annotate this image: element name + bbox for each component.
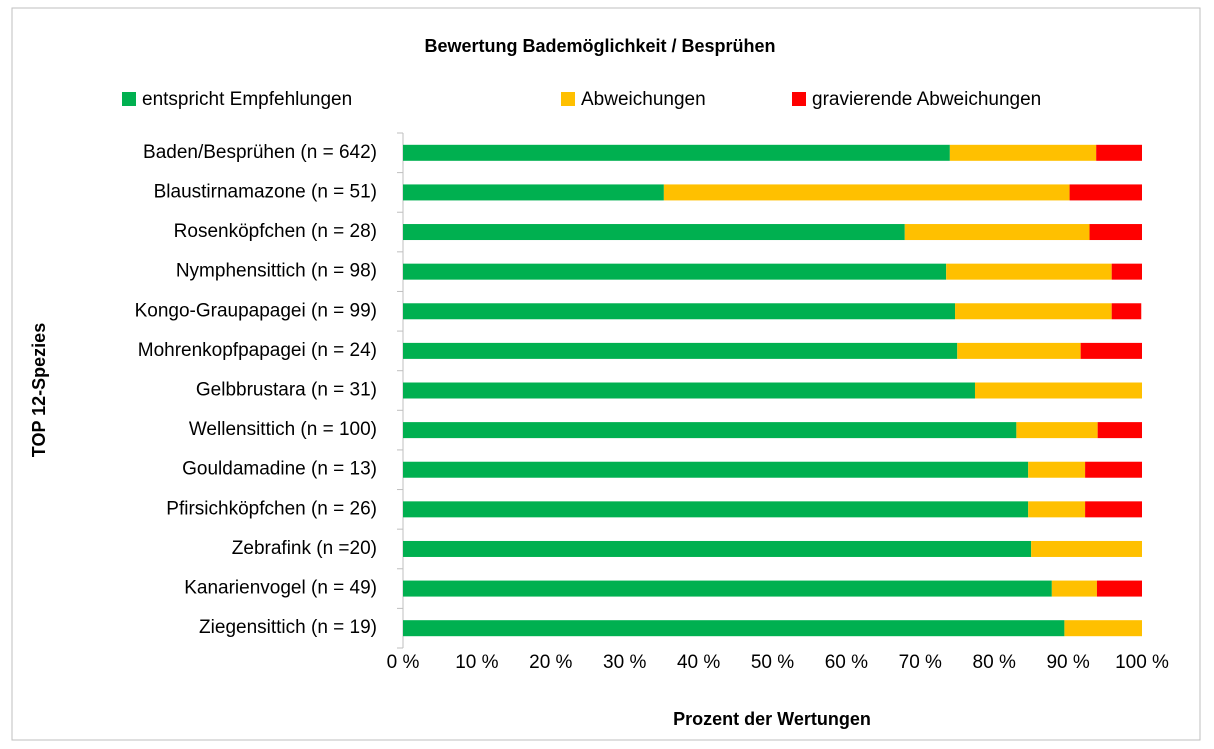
y-tick-label: Kanarienvogel (n = 49) [184, 578, 377, 599]
bar-segment [403, 184, 664, 201]
x-tick-label: 20 % [529, 652, 572, 673]
y-axis-label: TOP 12-Spezies [29, 323, 49, 457]
bar-segment [1069, 184, 1142, 201]
x-tick-label: 80 % [973, 652, 1016, 673]
bar-segment [403, 422, 1017, 439]
bar-segment [1097, 422, 1142, 439]
y-tick-label: Zebrafink (n =20) [232, 538, 377, 559]
bar-segment [1089, 224, 1142, 241]
bar-segment [403, 540, 1032, 557]
bar-segment [403, 342, 958, 359]
y-tick-label: Mohrenkopfpapagei (n = 24) [138, 340, 377, 361]
bar-segment [1051, 580, 1097, 597]
y-tick-label: Gouldamadine (n = 13) [182, 459, 377, 480]
bar-segment [403, 382, 975, 399]
chart-title: Bewertung Bademöglichkeit / Besprühen [424, 36, 775, 56]
bar-segment [403, 620, 1065, 637]
bar-segment [1111, 303, 1142, 320]
legend-label: gravierende Abweichungen [812, 89, 1041, 110]
x-tick-label: 100 % [1115, 652, 1169, 673]
bar-segment [403, 501, 1029, 518]
bar-segment [1016, 422, 1098, 439]
x-tick-label: 30 % [603, 652, 646, 673]
y-tick-label: Rosenköpfchen (n = 28) [174, 221, 377, 242]
bar-segment [955, 303, 1112, 320]
legend-swatch [122, 92, 136, 106]
bar-segment [403, 303, 956, 320]
x-tick-label: 50 % [751, 652, 794, 673]
bar-segment [946, 263, 1112, 280]
bar-segment [663, 184, 1070, 201]
bar-segment [974, 382, 1142, 399]
x-tick-label: 0 % [387, 652, 420, 673]
x-tick-label: 90 % [1046, 652, 1089, 673]
bar-segment [949, 144, 1097, 161]
y-tick-label: Wellensittich (n = 100) [189, 419, 377, 440]
y-tick-label: Nymphensittich (n = 98) [176, 261, 377, 282]
bar-segment [403, 461, 1029, 478]
x-tick-label: 40 % [677, 652, 720, 673]
x-tick-label: 60 % [825, 652, 868, 673]
bar-segment [1028, 501, 1086, 518]
x-tick-label: 10 % [455, 652, 498, 673]
bar-segment [1064, 620, 1142, 637]
bar-segment [1028, 461, 1086, 478]
x-tick-label: 70 % [899, 652, 942, 673]
bar-segment [1080, 342, 1142, 359]
bar-segment [1031, 540, 1142, 557]
y-tick-label: Kongo-Graupapagei (n = 99) [135, 300, 377, 321]
legend-swatch [792, 92, 806, 106]
x-axis-label: Prozent der Wertungen [673, 709, 871, 729]
bar-segment [1096, 144, 1142, 161]
chart-border [11, 7, 1201, 741]
y-tick-label: Baden/Besprühen (n = 642) [143, 142, 377, 163]
bar-segment [403, 263, 947, 280]
bar-segment [904, 224, 1090, 241]
y-tick-label: Pfirsichköpfchen (n = 26) [166, 498, 377, 519]
bar-segment [1096, 580, 1142, 597]
bar-segment [1085, 501, 1142, 518]
bar-segment [403, 144, 950, 161]
y-tick-label: Blaustirnamazone (n = 51) [154, 181, 377, 202]
legend-swatch [561, 92, 575, 106]
bar-segment [403, 580, 1052, 597]
legend-label: Abweichungen [581, 89, 706, 110]
y-tick-label: Gelbbrustara (n = 31) [196, 380, 377, 401]
bar-segment [1085, 461, 1142, 478]
legend-label: entspricht Empfehlungen [142, 89, 352, 110]
bar-segment [1111, 263, 1142, 280]
bar-segment [957, 342, 1081, 359]
y-tick-label: Ziegensittich (n = 19) [199, 617, 377, 638]
bar-segment [403, 224, 905, 241]
